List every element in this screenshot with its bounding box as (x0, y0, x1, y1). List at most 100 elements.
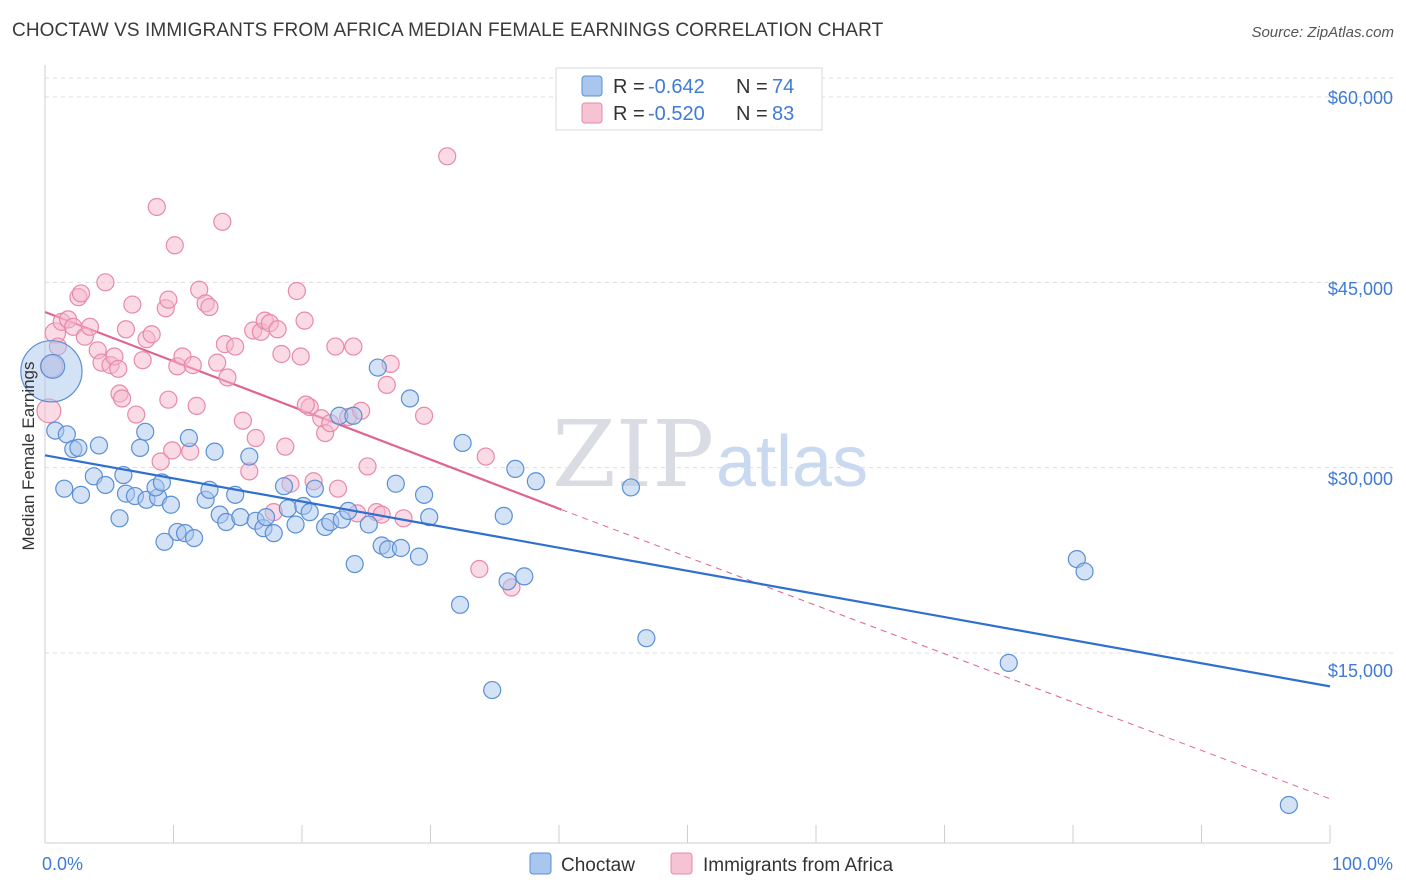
y-tick-label-30000: $30,000 (1328, 469, 1393, 489)
immigrants-from-africa-point-29 (163, 441, 182, 460)
choctaw-point-21 (155, 532, 174, 551)
immigrants-from-africa-point-19 (116, 320, 136, 339)
choctaw-point-15 (130, 438, 150, 457)
choctaw-point-65 (498, 572, 517, 591)
legend-n-label-choctaw: N = (736, 76, 768, 98)
choctaw-point-26 (184, 528, 204, 548)
legend-r-label-choctaw: R = (613, 76, 645, 98)
immigrants-from-africa-point-24 (142, 325, 161, 344)
choctaw-point-58 (400, 389, 420, 408)
choctaw-point-66 (506, 459, 525, 479)
gridlines (45, 77, 1393, 654)
choctaw-point-5 (69, 438, 88, 457)
choctaw-point-61 (420, 507, 439, 527)
trendline-choctaw-solid (44, 454, 1331, 688)
choctaw-point-70 (637, 629, 656, 648)
immigrants-from-africa-point-35 (187, 396, 206, 415)
legend-r-value-immigrants: -0.520 (648, 103, 705, 125)
choctaw-point-38 (264, 524, 283, 543)
choctaw-point-29 (205, 442, 224, 461)
choctaw-point-53 (368, 358, 387, 377)
immigrants-from-africa-point-18 (112, 389, 132, 408)
immigrants-from-africa-point-43 (226, 337, 245, 356)
choctaw-point-74 (1075, 562, 1094, 581)
choctaw-point-71 (483, 680, 502, 700)
bottom-legend-swatch-immigrants (670, 852, 693, 875)
immigrants-from-africa-point-72 (377, 375, 396, 394)
legend-n-value-choctaw: 74 (772, 76, 794, 98)
bottom-legend-swatch-choctaw (529, 852, 552, 875)
choctaw-point-64 (494, 506, 513, 525)
choctaw-point-63 (453, 433, 472, 453)
choctaw-point-37 (256, 507, 276, 527)
choctaw-point-43 (300, 503, 319, 522)
immigrants-from-africa-point-67 (344, 337, 363, 356)
immigrants-from-africa-point-28 (159, 290, 178, 309)
immigrants-from-africa-point-13 (96, 273, 115, 292)
y-tick-label-60000: $60,000 (1328, 88, 1393, 108)
immigrants-from-africa-point-57 (291, 347, 310, 366)
series-immigrants-from-africa (36, 147, 521, 597)
immigrants-from-africa-point-53 (272, 344, 291, 364)
y-tick-labels: $60,000 $45,000 $30,000 $15,000 (1328, 88, 1393, 681)
bottom-legend-label-choctaw: Choctaw (561, 855, 635, 876)
immigrants-from-africa-point-0 (36, 398, 62, 424)
immigrants-from-africa-point-31 (165, 236, 184, 255)
choctaw-point-57 (391, 538, 411, 558)
y-tick-label-45000: $45,000 (1328, 279, 1393, 299)
legend-n-value-immigrants: 83 (772, 103, 794, 125)
choctaw-point-72 (999, 653, 1018, 672)
choctaw-point-1 (40, 353, 66, 379)
legend-swatch-immigrants-from-africa (581, 102, 603, 124)
immigrants-from-africa-point-64 (326, 337, 345, 356)
immigrants-from-africa-point-82 (159, 390, 178, 409)
choctaw-point-44 (305, 479, 324, 498)
correlation-legend: R = -0.642 N = 74 R = -0.520 N = 83 (555, 67, 823, 131)
choctaw-point-69 (621, 478, 641, 497)
trendline-immigrants-from-africa (44, 310, 1331, 800)
y-axis-title: Median Female Earnings (19, 362, 38, 551)
immigrants-from-africa-point-75 (414, 406, 434, 425)
immigrants-from-africa-point-20 (123, 295, 142, 314)
x-tick-label-max: 100.0% (1332, 854, 1393, 874)
immigrants-from-africa-point-39 (208, 353, 227, 372)
choctaw-point-22 (161, 495, 181, 514)
choctaw-point-6 (55, 479, 74, 498)
y-tick-label-15000: $15,000 (1328, 661, 1393, 681)
choctaw-point-62 (450, 595, 470, 614)
trendline-choctaw (44, 454, 1331, 688)
trendline-immigrants-dashed (561, 509, 1331, 800)
immigrants-from-africa-point-8 (71, 284, 91, 303)
immigrants-from-africa-point-47 (246, 428, 265, 448)
choctaw-point-41 (286, 515, 305, 534)
bottom-legend-label-immigrants: Immigrants from Africa (703, 855, 893, 876)
series-legend: Choctaw Immigrants from Africa (529, 852, 893, 876)
choctaw-point-56 (386, 474, 405, 493)
choctaw-point-67 (515, 567, 534, 586)
choctaw-point-10 (110, 509, 129, 528)
immigrants-from-africa-point-77 (470, 559, 489, 579)
series-choctaw (20, 340, 1298, 815)
axes (44, 65, 1331, 844)
choctaw-point-20 (152, 473, 172, 492)
choctaw-point-12 (89, 436, 109, 455)
legend-r-label-immigrants: R = (613, 103, 645, 125)
choctaw-point-9 (96, 475, 115, 495)
immigrants-from-africa-point-38 (200, 297, 219, 317)
immigrants-from-africa-point-42 (218, 368, 237, 387)
immigrants-from-africa-point-21 (127, 405, 146, 424)
choctaw-point-34 (240, 447, 259, 466)
choctaw-point-25 (179, 428, 199, 448)
legend-swatch-choctaw (581, 75, 603, 97)
choctaw-point-39 (274, 477, 294, 496)
immigrants-from-africa-point-26 (151, 452, 170, 471)
immigrants-from-africa-point-76 (438, 147, 457, 166)
immigrants-from-africa-point-22 (133, 351, 152, 370)
watermark-atlas: atlas (716, 422, 868, 502)
immigrants-from-africa-point-52 (268, 320, 287, 339)
legend-n-label-immigrants: N = (736, 103, 768, 125)
legend-r-value-choctaw: -0.642 (648, 76, 705, 98)
choctaw-point-52 (359, 515, 378, 534)
immigrants-from-africa-point-78 (476, 447, 495, 466)
